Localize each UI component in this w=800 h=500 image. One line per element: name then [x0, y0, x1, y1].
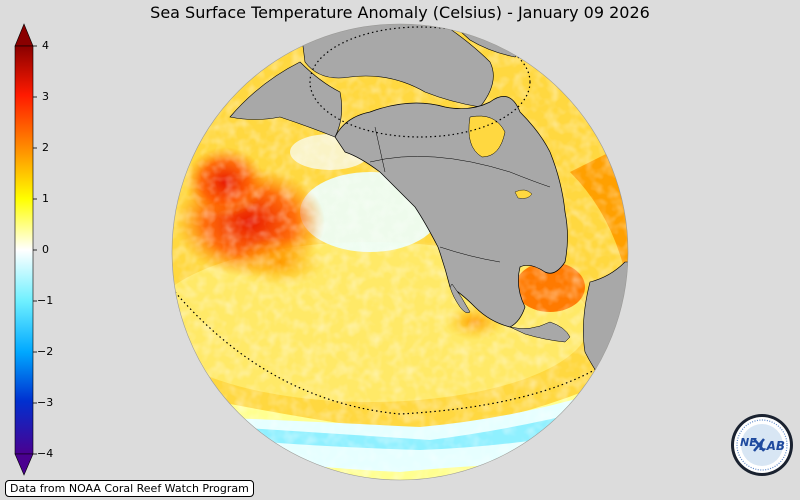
data-credit: Data from NOAA Coral Reef Watch Program [5, 480, 254, 497]
map-title: Sea Surface Temperature Anomaly (Celsius… [150, 3, 650, 22]
colorbar [14, 23, 37, 476]
arctic-circle [309, 26, 531, 138]
colorbar-max-arrow [14, 23, 34, 47]
colorbar-tick: 0 [42, 243, 49, 256]
colorbar-tick: 2 [42, 141, 49, 154]
colorbar-gradient [14, 45, 34, 455]
nexlab-logo: NE LAB [731, 414, 793, 476]
hudson-bay [468, 115, 506, 158]
svg-text:LAB: LAB [759, 439, 785, 453]
colorbar-tick: 4 [42, 39, 49, 52]
north-america-land [334, 96, 568, 328]
colorbar-min-arrow [14, 453, 34, 476]
tropic-line [174, 291, 601, 415]
globe-map [171, 23, 629, 481]
colorbar-tick: 1 [42, 192, 49, 205]
colorbar-tick: −3 [37, 396, 54, 409]
svg-text:NE: NE [740, 436, 757, 449]
colorbar-tick: −1 [37, 294, 54, 307]
colorbar-tick: −4 [37, 447, 54, 460]
colorbar-tick: 3 [42, 90, 49, 103]
colorbar-tick: −2 [37, 345, 54, 358]
